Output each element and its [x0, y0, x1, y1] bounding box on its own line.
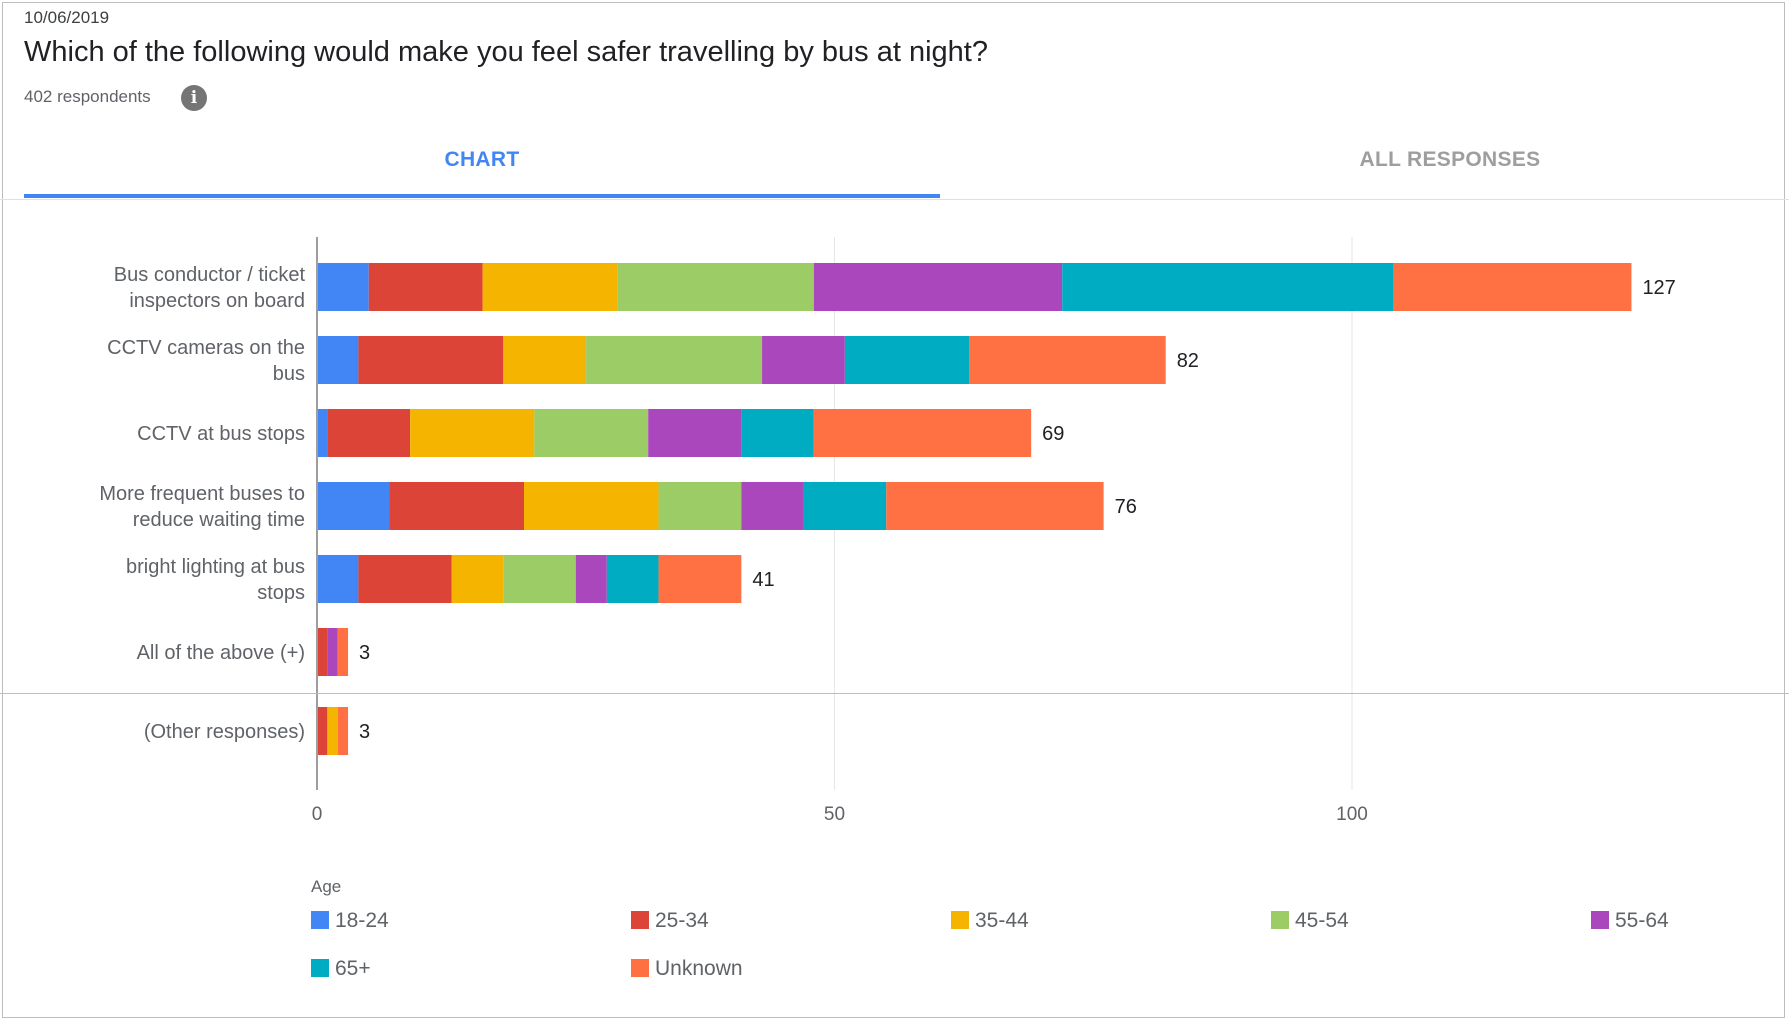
- legend-item: 45-54: [1271, 909, 1349, 933]
- bar-segment-18-24: [317, 409, 328, 457]
- bar-segment-unknown: [658, 555, 742, 603]
- legend-swatch: [951, 911, 969, 929]
- legend-label: 55-64: [1615, 909, 1669, 932]
- legend-swatch: [1271, 911, 1289, 929]
- bar-segment-35-44: [503, 336, 587, 384]
- category-label: More frequent buses to: [99, 483, 305, 505]
- category-label: CCTV at bus stops: [137, 423, 305, 445]
- legend-item: Unknown: [631, 957, 743, 981]
- bar-segment-45-54: [586, 336, 763, 384]
- bar-segment-35-44: [482, 263, 618, 311]
- category-label: inspectors on board: [129, 290, 305, 312]
- bar-segment-unknown: [969, 336, 1166, 384]
- legend-label: 65+: [335, 957, 371, 980]
- bar-segment-35-44: [410, 409, 535, 457]
- bar-segment-35-44: [327, 707, 338, 755]
- bar-total-label: 69: [1042, 423, 1064, 445]
- other-responses-divider: [0, 693, 1789, 694]
- legend-item: 25-34: [631, 909, 709, 933]
- legend-swatch: [311, 959, 329, 977]
- bar-segment-45-54: [658, 482, 742, 530]
- bar-segment-25-34: [358, 555, 452, 603]
- bar-segment-35-44: [524, 482, 659, 530]
- respondents-count: 402 respondents: [24, 87, 151, 106]
- bar-segment-55-64: [327, 628, 338, 676]
- bar-segment-65-: [844, 336, 970, 384]
- category-label: All of the above (+): [137, 642, 305, 664]
- bar-segment-unknown: [1393, 263, 1632, 311]
- legend-item: 18-24: [311, 909, 389, 933]
- bar-total-label: 41: [752, 569, 774, 591]
- category-label: CCTV cameras on the: [107, 337, 305, 359]
- legend-item: 65+: [311, 957, 371, 981]
- bar-segment-45-54: [503, 555, 576, 603]
- legend-label: Unknown: [655, 957, 743, 980]
- x-tick-label: 50: [824, 804, 845, 825]
- bar-segment-unknown: [813, 409, 1032, 457]
- bar-segment-18-24: [317, 336, 359, 384]
- x-tick-label: 0: [312, 804, 323, 825]
- bar-segment-55-64: [575, 555, 607, 603]
- bar-segment-45-54: [617, 263, 814, 311]
- question-title: Which of the following would make you fe…: [24, 36, 988, 68]
- bar-segment-25-34: [317, 628, 328, 676]
- bar-segment-25-34: [317, 707, 328, 755]
- bar-segment-45-54: [534, 409, 649, 457]
- bar-segment-35-44: [451, 555, 504, 603]
- bar-total-label: 76: [1115, 496, 1137, 518]
- active-tab-indicator: [24, 194, 940, 198]
- tab-chart[interactable]: CHART: [444, 148, 520, 171]
- bar-segment-unknown: [337, 707, 349, 755]
- bar-segment-unknown: [886, 482, 1104, 530]
- bar-segment-65-: [741, 409, 814, 457]
- bar-segment-18-24: [317, 555, 359, 603]
- bar-segment-18-24: [317, 263, 369, 311]
- bar-segment-55-64: [762, 336, 845, 384]
- legend-item: 55-64: [1591, 909, 1669, 933]
- legend-swatch: [311, 911, 329, 929]
- bar-total-label: 3: [359, 642, 370, 664]
- bar-segment-unknown: [337, 628, 349, 676]
- legend-item: 35-44: [951, 909, 1029, 933]
- category-label: reduce waiting time: [133, 509, 305, 531]
- bar-segment-18-24: [317, 482, 390, 530]
- category-label: bright lighting at bus: [126, 556, 305, 578]
- bar-segment-25-34: [327, 409, 411, 457]
- legend-label: 18-24: [335, 909, 389, 932]
- header-divider: [0, 199, 1789, 200]
- bar-segment-65-: [1062, 263, 1394, 311]
- bar-segment-25-34: [358, 336, 504, 384]
- category-label: bus: [273, 363, 305, 385]
- legend-label: 35-44: [975, 909, 1029, 932]
- survey-date: 10/06/2019: [24, 8, 110, 27]
- bar-segment-55-64: [648, 409, 742, 457]
- info-icon[interactable]: i: [181, 85, 207, 111]
- bar-segment-65-: [606, 555, 659, 603]
- bar-total-label: 82: [1177, 350, 1199, 372]
- legend-swatch: [1591, 911, 1609, 929]
- legend-swatch: [631, 911, 649, 929]
- category-label: Bus conductor / ticket: [114, 264, 306, 286]
- bar-segment-55-64: [741, 482, 804, 530]
- bar-total-label: 127: [1642, 277, 1675, 299]
- bar-segment-65-: [803, 482, 887, 530]
- legend-swatch: [631, 959, 649, 977]
- bar-segment-55-64: [813, 263, 1063, 311]
- legend-label: 25-34: [655, 909, 709, 932]
- tab-all-responses[interactable]: ALL RESPONSES: [1359, 148, 1541, 171]
- category-label: (Other responses): [144, 721, 305, 743]
- x-tick-label: 100: [1336, 804, 1368, 825]
- bar-total-label: 3: [359, 721, 370, 743]
- bar-segment-25-34: [389, 482, 524, 530]
- category-label: stops: [257, 582, 305, 604]
- legend-label: 45-54: [1295, 909, 1349, 932]
- bar-segment-25-34: [368, 263, 483, 311]
- legend-title: Age: [311, 877, 342, 896]
